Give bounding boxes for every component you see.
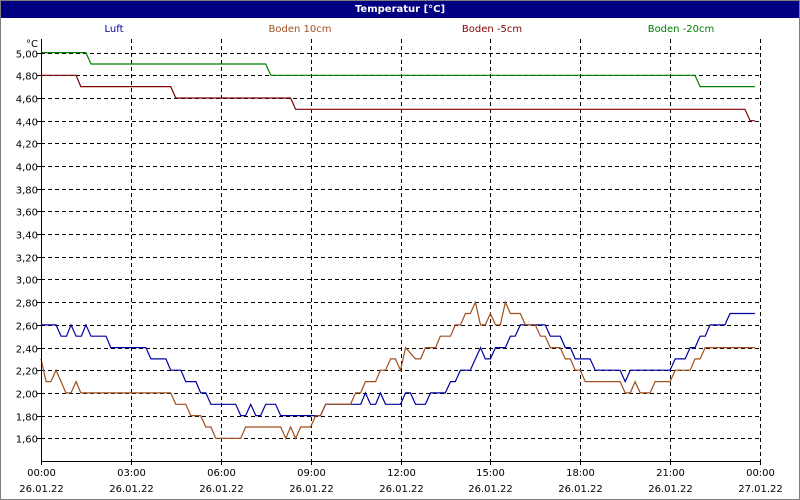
- y-tick-label: 2,40: [16, 345, 38, 356]
- x-tick-time-label: 06:00: [207, 468, 236, 479]
- x-tick-time-label: 12:00: [387, 468, 416, 479]
- y-tick-label: 4,20: [16, 140, 38, 151]
- x-tick-time-label: 15:00: [476, 468, 505, 479]
- series-line-boden-10cm: [40, 300, 755, 440]
- y-tick-label: 4,80: [16, 72, 38, 83]
- y-tick-label: 4,00: [16, 163, 38, 174]
- legend: Luft Boden 10cm Boden -5cm Boden -20cm: [105, 24, 715, 35]
- y-tick-label: 3,20: [16, 254, 38, 265]
- y-tick-label: 3,40: [16, 231, 38, 242]
- x-tick-time-label: 21:00: [656, 468, 685, 479]
- chart-background: [1, 18, 799, 499]
- x-tick-date-label: 26.01.22: [379, 484, 424, 495]
- legend-item-boden-5cm: Boden -5cm: [462, 24, 522, 35]
- x-tick-time-label: 03:00: [117, 468, 146, 479]
- y-tick-label: 1,60: [16, 435, 38, 446]
- series-line-boden-5cm: [41, 74, 755, 122]
- x-tick-date-label: 26.01.22: [468, 484, 513, 495]
- x-tick-date-label: 26.01.22: [289, 484, 334, 495]
- x-tick-date-label: 26.01.22: [648, 484, 693, 495]
- legend-item-boden-20cm: Boden -20cm: [648, 24, 715, 35]
- x-tick-time-label: 00:00: [27, 468, 56, 479]
- axes: 1,60 1,80 2,00 2,20 2,40 2,60 2,80 3,00 3,20 3,40…: [16, 39, 783, 495]
- window-title: Temperatur [°C]: [1, 1, 799, 18]
- y-axis-label: °C: [26, 39, 38, 50]
- x-tick-date-label: 26.01.22: [109, 484, 154, 495]
- x-tick-time-label: 09:00: [297, 468, 326, 479]
- y-tick-label: 1,80: [16, 413, 38, 424]
- y-tick-label: 2,20: [16, 367, 38, 378]
- x-tick-date-label: 26.01.22: [19, 484, 64, 495]
- y-tick-label: 5,00: [16, 50, 38, 61]
- x-tick-time-label: 00:00: [746, 468, 775, 479]
- x-tick-date-label: 26.01.22: [199, 484, 244, 495]
- x-tick-date-label: 27.01.22: [738, 484, 783, 495]
- y-tick-label: 2,80: [16, 299, 38, 310]
- y-tick-label: 3,00: [16, 276, 38, 287]
- series-line-luft: [41, 312, 755, 417]
- x-tick-time-label: 18:00: [566, 468, 595, 479]
- x-tick-date-label: 26.01.22: [558, 484, 603, 495]
- y-tick-label: 4,60: [16, 95, 38, 106]
- y-tick-label: 2,00: [16, 390, 38, 401]
- y-tick-label: 4,40: [16, 118, 38, 129]
- y-tick-label: 3,60: [16, 208, 38, 219]
- series-line-boden-20cm: [41, 51, 755, 88]
- legend-item-luft: Luft: [105, 24, 124, 35]
- y-tick-label: 2,60: [16, 322, 38, 333]
- y-tick-label: 3,80: [16, 186, 38, 197]
- series-layer: [40, 51, 755, 440]
- temperature-chart: 1,60 1,80 2,00 2,20 2,40 2,60 2,80 3,00 3,20 3,40…: [1, 18, 799, 499]
- legend-item-boden-10cm: Boden 10cm: [269, 24, 332, 35]
